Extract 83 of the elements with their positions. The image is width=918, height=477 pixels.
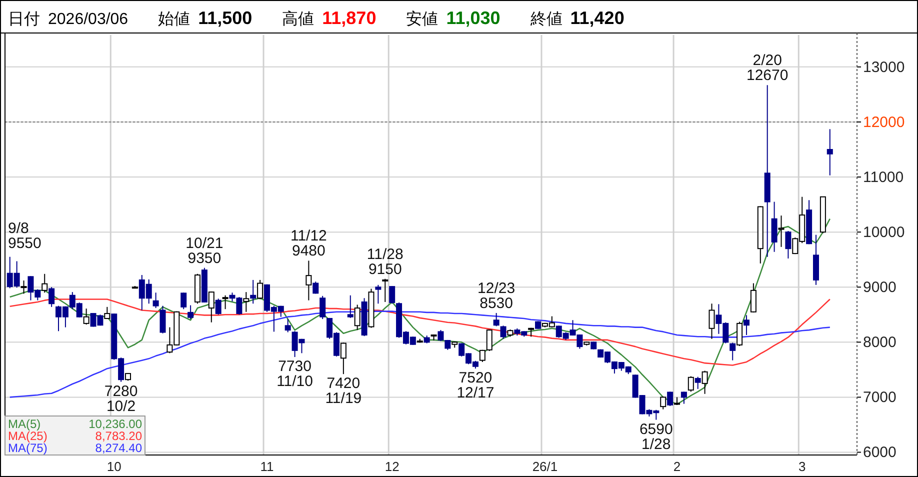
candlestick xyxy=(347,294,354,318)
x-tick-label: 2 xyxy=(673,459,681,474)
candlestick xyxy=(354,304,360,331)
candlestick xyxy=(708,303,715,340)
candlestick xyxy=(680,391,687,404)
x-tick-label: 10 xyxy=(106,459,122,474)
candlestick xyxy=(83,308,90,326)
candlestick xyxy=(389,286,396,304)
candlestick xyxy=(778,215,784,248)
y-tick-label: 6000 xyxy=(863,444,896,462)
label: 7280 10/2 xyxy=(104,382,138,415)
candlestick xyxy=(222,294,228,310)
text: MA(25) xyxy=(8,429,48,443)
x-tick-label: 26/1 xyxy=(532,459,558,474)
text: MA(75) xyxy=(8,441,48,455)
text: 始値 xyxy=(158,11,190,28)
candlestick xyxy=(375,284,382,304)
candlestick xyxy=(208,291,214,323)
y-tick-label: 8000 xyxy=(863,334,896,352)
text: 日付 xyxy=(8,11,40,28)
candlestick xyxy=(257,279,264,300)
candlestick xyxy=(250,279,256,304)
text: 11,870 xyxy=(322,8,376,28)
candlestick xyxy=(20,280,27,294)
text: 2026/03/06 xyxy=(48,11,128,28)
candlestick xyxy=(188,304,194,320)
label: 7520 12/17 xyxy=(456,370,494,402)
candlestick xyxy=(771,201,778,252)
candlestick xyxy=(688,376,694,392)
text: 11,500 xyxy=(198,8,252,28)
candlestick xyxy=(152,292,159,309)
y-tick-label: 7000 xyxy=(863,389,896,406)
y-tick-label: 12000 xyxy=(863,114,905,131)
candlestick xyxy=(382,278,388,302)
candlestick xyxy=(340,342,346,375)
candlestick xyxy=(104,306,110,320)
candlestick xyxy=(215,298,222,316)
label: 11/28 9150 xyxy=(366,246,404,278)
candlestick xyxy=(243,292,250,312)
label: 2/20 12670 xyxy=(746,52,788,84)
annotation: 8,274.40 xyxy=(95,441,142,455)
text: 終値 xyxy=(529,11,562,28)
text: 安値 xyxy=(406,10,438,28)
candlestick xyxy=(702,370,708,394)
candlestick xyxy=(493,312,500,327)
candlestick xyxy=(42,273,48,294)
text: 11,420 xyxy=(570,8,624,28)
candlestick xyxy=(500,325,506,340)
y-tick-label: 13000 xyxy=(863,58,905,76)
annotation: 8,783.20 xyxy=(95,429,142,443)
candlestick xyxy=(180,292,187,310)
candlestick xyxy=(694,376,701,390)
candlestick xyxy=(660,396,666,410)
candlestick xyxy=(48,286,55,308)
candlestick xyxy=(312,281,319,294)
label: 11/12 9480 xyxy=(290,228,327,260)
y-tick-label: 9000 xyxy=(863,279,896,296)
text: 高値 xyxy=(282,10,314,28)
annotation: 10,236.00 xyxy=(88,417,142,431)
text: 11,030 xyxy=(446,8,500,28)
x-tick-label: 12 xyxy=(384,459,400,474)
candlestick xyxy=(744,314,750,336)
label: 7420 11/19 xyxy=(325,375,362,408)
label: 12/23 8530 xyxy=(478,280,516,312)
label: 6590 1/28 xyxy=(639,420,673,453)
candlestick xyxy=(750,282,756,313)
label: 7730 11/10 xyxy=(276,358,313,390)
candlestick xyxy=(736,321,743,347)
candlestick xyxy=(730,342,736,361)
x-tick-label: 3 xyxy=(798,459,806,474)
annotation: 9/8 9550 xyxy=(8,220,42,252)
x-tick-label: 11 xyxy=(260,459,274,474)
candlestick xyxy=(826,128,833,176)
candlestick xyxy=(284,318,291,333)
candlestick xyxy=(306,260,312,301)
label: 10/21 9350 xyxy=(186,234,224,267)
candlestick xyxy=(667,391,674,407)
candlestick xyxy=(785,230,792,259)
y-tick-label: 11000 xyxy=(863,169,904,186)
text: MA(5) xyxy=(8,417,41,431)
candlestick xyxy=(320,295,326,320)
y-tick-label: 10000 xyxy=(863,224,905,242)
candlestick xyxy=(160,305,166,334)
